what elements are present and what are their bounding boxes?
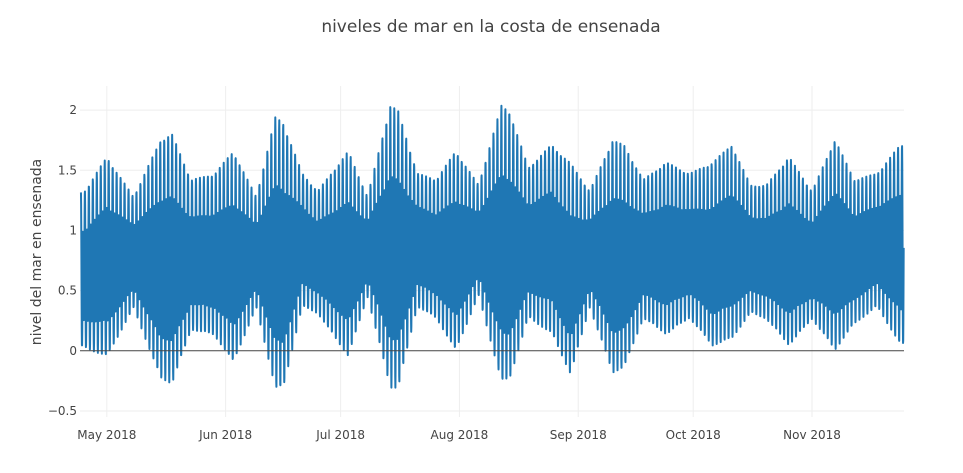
y-axis-ticks: −0.5 0 0.5 1 1.5 2 — [48, 103, 77, 418]
x-tick-label: Sep 2018 — [550, 428, 607, 442]
y-tick-label: 0.5 — [58, 284, 77, 298]
y-tick-label: 1.5 — [58, 163, 77, 177]
series-sea-level — [79, 104, 905, 389]
y-axis-title: nivel del mar en ensenada — [29, 159, 45, 346]
x-tick-label: Jul 2018 — [315, 428, 365, 442]
x-tick-label: Aug 2018 — [431, 428, 489, 442]
x-tick-label: Oct 2018 — [666, 428, 721, 442]
series-line — [79, 104, 905, 389]
x-axis-ticks: May 2018 Jun 2018 Jul 2018 Aug 2018 Sep 2018… — [77, 428, 841, 442]
x-tick-label: Nov 2018 — [783, 428, 841, 442]
x-tick-label: May 2018 — [77, 428, 136, 442]
y-tick-label: 2 — [69, 103, 77, 117]
x-tick-label: Jun 2018 — [198, 428, 252, 442]
y-tick-label: −0.5 — [48, 404, 77, 418]
y-tick-label: 0 — [69, 344, 77, 358]
chart-title: niveles de mar en la costa de ensenada — [321, 17, 660, 37]
y-tick-label: 1 — [69, 223, 77, 237]
